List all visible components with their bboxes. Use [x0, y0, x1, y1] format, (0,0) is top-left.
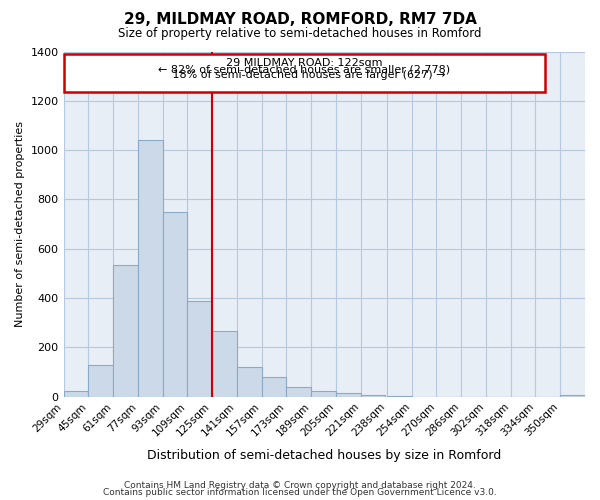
Text: 18% of semi-detached houses are larger (627) →: 18% of semi-detached houses are larger (… — [163, 70, 446, 80]
Bar — [113, 265, 138, 396]
Y-axis label: Number of semi-detached properties: Number of semi-detached properties — [15, 121, 25, 327]
Text: 29 MILDMAY ROAD: 122sqm: 29 MILDMAY ROAD: 122sqm — [226, 58, 382, 68]
Bar — [262, 377, 286, 396]
Text: ← 82% of semi-detached houses are smaller (2,778): ← 82% of semi-detached houses are smalle… — [158, 64, 450, 74]
Bar — [311, 390, 336, 396]
FancyBboxPatch shape — [64, 54, 545, 92]
Text: Contains HM Land Registry data © Crown copyright and database right 2024.: Contains HM Land Registry data © Crown c… — [124, 480, 476, 490]
Bar — [336, 393, 361, 396]
Bar — [138, 140, 163, 396]
Text: Contains public sector information licensed under the Open Government Licence v3: Contains public sector information licen… — [103, 488, 497, 497]
Bar — [163, 212, 187, 396]
Text: Size of property relative to semi-detached houses in Romford: Size of property relative to semi-detach… — [118, 28, 482, 40]
Bar — [361, 395, 385, 396]
Bar — [286, 388, 311, 396]
Text: 29, MILDMAY ROAD, ROMFORD, RM7 7DA: 29, MILDMAY ROAD, ROMFORD, RM7 7DA — [124, 12, 476, 28]
X-axis label: Distribution of semi-detached houses by size in Romford: Distribution of semi-detached houses by … — [147, 450, 502, 462]
Bar — [237, 367, 262, 396]
Bar — [64, 390, 88, 396]
Bar — [212, 332, 237, 396]
Bar — [88, 364, 113, 396]
Bar — [187, 300, 212, 396]
